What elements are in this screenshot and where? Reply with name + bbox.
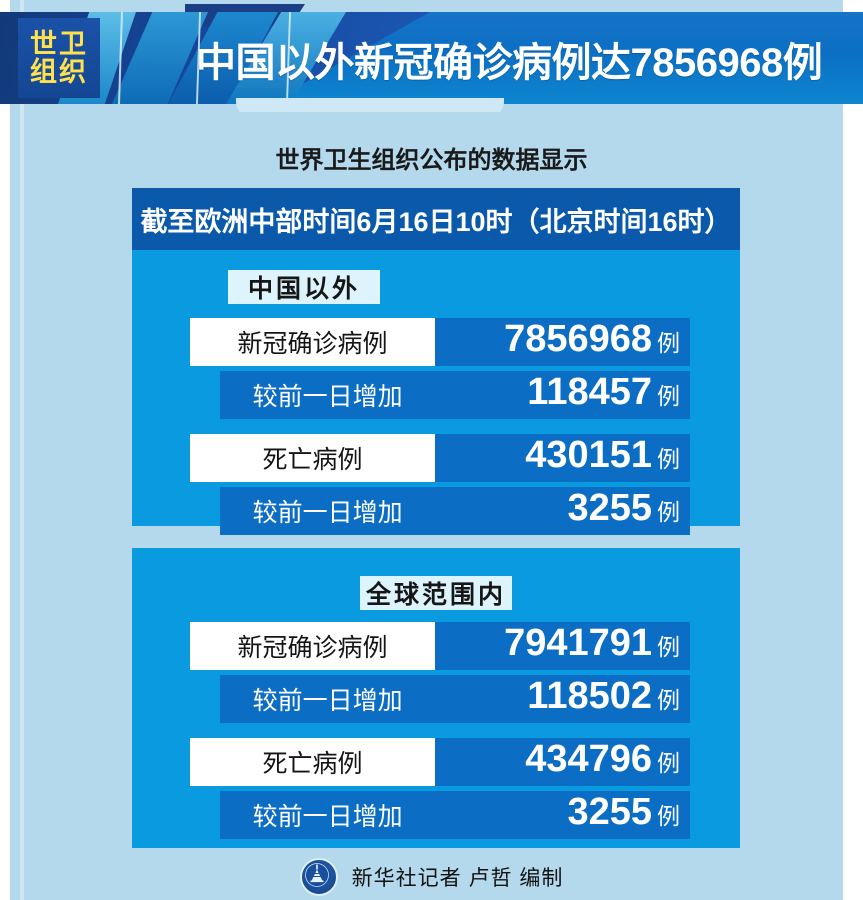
row-value: 118457	[527, 371, 652, 413]
banner-highlight-line-2	[196, 12, 201, 104]
footer: 新华社记者 卢哲 编制	[0, 858, 863, 896]
row-value-cell: 434796 例	[435, 738, 690, 786]
backdrop-accent-line	[20, 0, 24, 900]
table-row: 较前一日增加 3255 例	[220, 487, 690, 535]
footer-credit-text: 新华社记者 卢哲 编制	[351, 867, 564, 890]
banner-bottom-cap	[236, 98, 504, 112]
section-badge-outside-china: 中国以外	[228, 270, 380, 304]
row-value-cell: 7941791 例	[435, 622, 690, 670]
row-value-cell: 7856968 例	[435, 318, 690, 366]
row-label: 较前一日增加	[220, 487, 436, 535]
row-value: 3255	[567, 791, 652, 833]
table-row: 死亡病例 430151 例	[190, 434, 690, 482]
row-unit: 例	[657, 634, 680, 660]
date-bar: 截至欧洲中部时间6月16日10时（北京时间16时）	[132, 188, 740, 250]
row-unit: 例	[657, 383, 680, 409]
row-label: 新冠确诊病例	[190, 318, 435, 366]
table-row: 新冠确诊病例 7856968 例	[190, 318, 690, 366]
banner-highlight-line-3	[286, 12, 291, 104]
who-badge-line-1: 世卫	[30, 28, 88, 59]
row-value: 7856968	[504, 318, 652, 360]
row-unit: 例	[657, 446, 680, 472]
row-unit: 例	[657, 750, 680, 776]
row-value: 434796	[525, 738, 652, 780]
row-value-cell: 3255 例	[435, 791, 690, 839]
subtitle-text: 世界卫生组织公布的数据显示	[275, 147, 588, 174]
row-label: 较前一日增加	[220, 675, 436, 723]
banner-title: 中国以外新冠确诊病例达7856968例	[196, 41, 823, 85]
row-label: 较前一日增加	[220, 371, 436, 419]
who-org-badge: 世卫 组织	[18, 18, 100, 98]
table-row: 较前一日增加 118502 例	[220, 675, 690, 723]
row-label: 新冠确诊病例	[190, 622, 435, 670]
row-value: 3255	[567, 487, 652, 529]
table-row: 较前一日增加 118457 例	[220, 371, 690, 419]
xinhua-logo-icon	[299, 858, 338, 896]
row-value: 430151	[525, 434, 652, 476]
banner-highlight-line-1	[118, 12, 123, 104]
row-value-cell: 430151 例	[435, 434, 690, 482]
table-row: 新冠确诊病例 7941791 例	[190, 622, 690, 670]
row-value-cell: 3255 例	[435, 487, 690, 535]
row-label: 较前一日增加	[220, 791, 436, 839]
row-label: 死亡病例	[190, 434, 435, 482]
row-unit: 例	[657, 687, 680, 713]
row-unit: 例	[657, 499, 680, 525]
row-value-cell: 118502 例	[435, 675, 690, 723]
row-label: 死亡病例	[190, 738, 435, 786]
table-row: 较前一日增加 3255 例	[220, 791, 690, 839]
header-banner: 世卫 组织 中国以外新冠确诊病例达7856968例	[0, 4, 863, 112]
row-value-cell: 118457 例	[435, 371, 690, 419]
row-unit: 例	[657, 330, 680, 356]
table-row: 死亡病例 434796 例	[190, 738, 690, 786]
row-value: 7941791	[504, 622, 652, 664]
row-unit: 例	[657, 803, 680, 829]
row-value: 118502	[527, 675, 652, 717]
section-badge-global: 全球范围内	[360, 576, 512, 610]
who-badge-line-2: 组织	[30, 57, 88, 87]
